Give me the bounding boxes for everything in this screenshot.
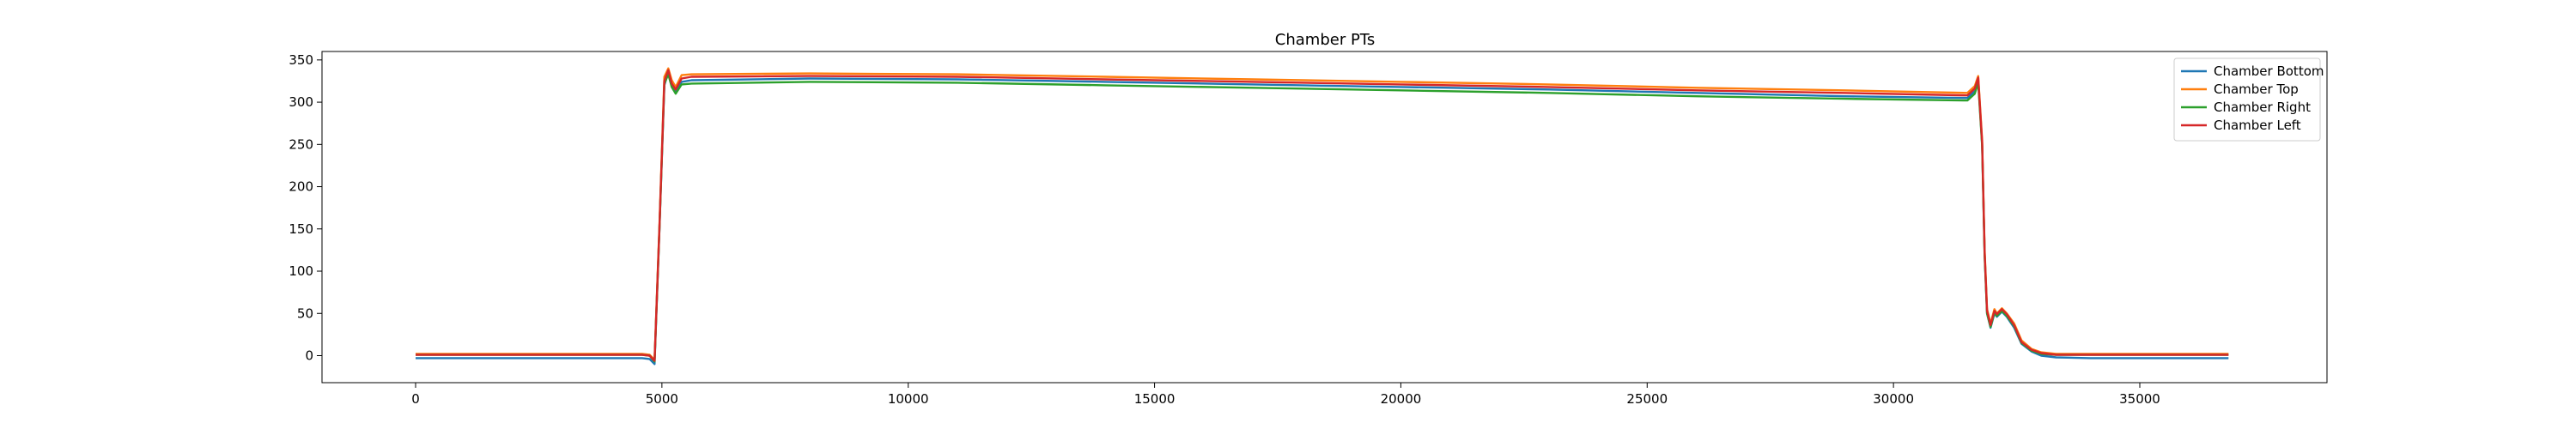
x-tick-label: 30000 [1873,391,1914,407]
y-tick-label: 0 [305,347,313,363]
legend-label: Chamber Top [2214,82,2299,97]
legend-label: Chamber Bottom [2214,63,2324,79]
legend-label: Chamber Right [2214,100,2311,115]
legend-box [2173,57,2321,142]
series-line-0 [416,70,2229,366]
x-tick-label: 25000 [1626,391,1668,407]
x-tick-label: 35000 [2119,391,2160,407]
x-tick-label: 10000 [888,391,929,407]
series-line-3 [416,69,2229,362]
y-tick-label: 150 [289,221,313,237]
y-tick-label: 250 [289,136,313,152]
legend: Chamber Bottom Chamber Top Chamber Right Ch… [2173,57,2324,142]
x-tick-label: 15000 [1134,391,1176,407]
series-line-2 [416,73,2229,363]
y-tick-label: 300 [289,94,313,110]
plot-frame [321,51,2328,384]
x-tick-label: 5000 [646,391,678,407]
y-tick-label: 200 [289,179,313,195]
y-tick-label: 50 [297,305,313,321]
x-tick-label: 0 [411,391,420,407]
y-tick-label: 100 [289,263,313,279]
chart-title: Chamber PTs [1275,31,1375,49]
axes-layer: 0 5000 10000 15000 20000 25000 30000 35000 0 50 10… [289,51,2328,407]
y-tick-label: 350 [289,52,313,68]
legend-label: Chamber Left [2214,118,2301,133]
series-line-1 [416,67,2229,361]
x-tick-label: 20000 [1381,391,1422,407]
series-layer [416,67,2229,366]
